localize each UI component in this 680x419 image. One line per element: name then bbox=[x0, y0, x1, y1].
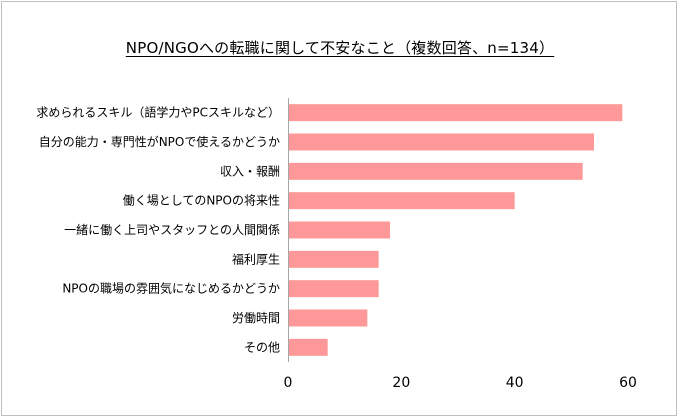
x-tick-label-0: 0 bbox=[284, 375, 293, 391]
bar-9 bbox=[288, 338, 328, 356]
x-tick-label-40: 40 bbox=[506, 375, 524, 391]
bar-5 bbox=[288, 221, 390, 239]
category-label-3: 収入・報酬 bbox=[220, 164, 280, 178]
bar-7 bbox=[288, 280, 379, 298]
category-label-7: NPOの職場の雰囲気になじめるかどうか bbox=[62, 281, 280, 296]
bar-3 bbox=[288, 162, 583, 180]
bar-8 bbox=[288, 309, 368, 327]
category-label-5: 一緒に働く上司やスタッフとの人間関係 bbox=[64, 222, 280, 237]
chart-title: NPO/NGOへの転職に関して不安なこと（複数回答、n=134） bbox=[125, 39, 555, 57]
bar-4 bbox=[288, 192, 515, 210]
bar-1 bbox=[288, 104, 623, 122]
x-tick-label-20: 20 bbox=[392, 375, 410, 391]
category-label-8: 労働時間 bbox=[232, 311, 280, 325]
category-label-6: 福利厚生 bbox=[232, 251, 280, 266]
category-label-1: 求められるスキル（語学力やPCスキルなど） bbox=[36, 105, 280, 120]
category-label-9: その他 bbox=[244, 340, 280, 354]
category-label-2: 自分の能力・専門性がNPOで使えるかどうか bbox=[39, 134, 280, 149]
bar-6 bbox=[288, 250, 379, 268]
bar-2 bbox=[288, 133, 594, 151]
category-label-4: 働く場としてのNPOの将来性 bbox=[123, 194, 280, 208]
x-tick-label-60: 60 bbox=[619, 375, 637, 391]
